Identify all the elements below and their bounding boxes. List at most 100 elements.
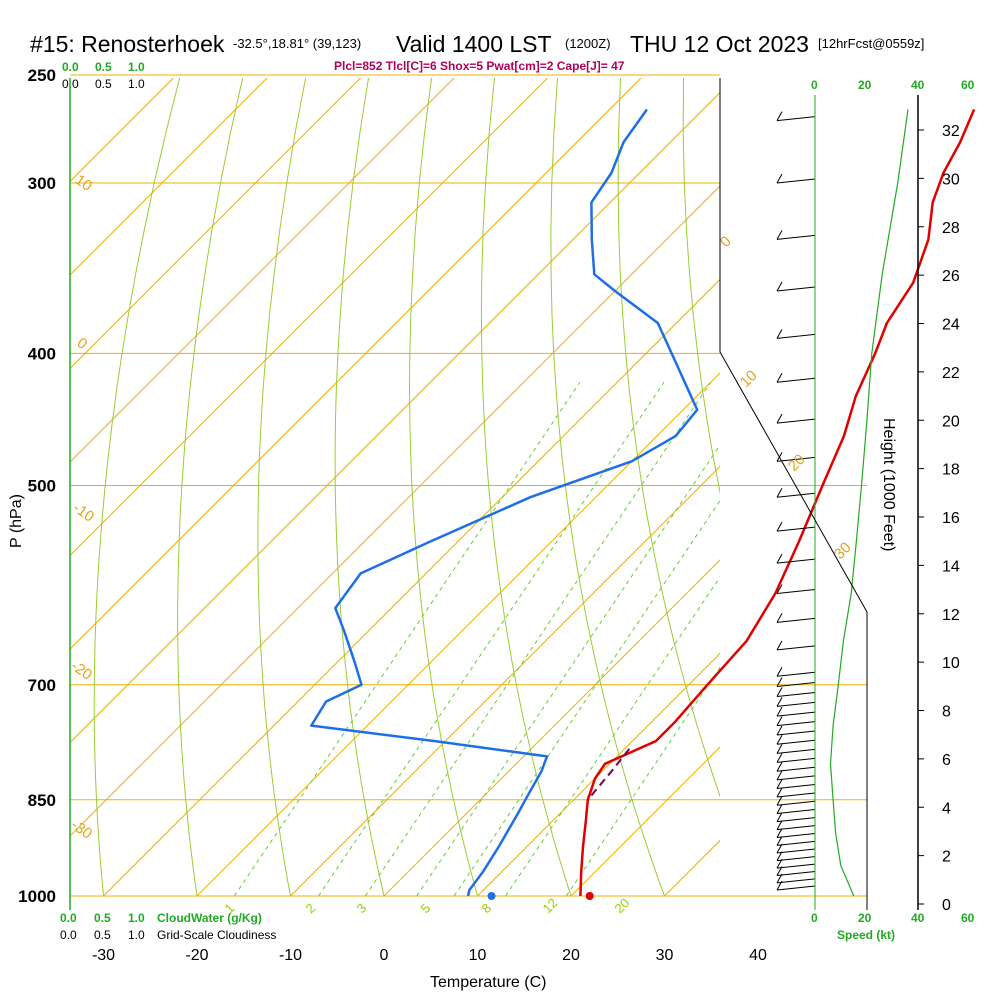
mixing-ratio-grid — [233, 381, 720, 897]
wind-barb — [776, 784, 816, 789]
pressure-tick-label: 400 — [28, 344, 56, 363]
cloudwater-scale-top-05: 0.5 — [95, 60, 112, 74]
forecast-tag: [12hrFcst@0559z] — [818, 36, 924, 51]
isotherm-label: 10 — [72, 171, 95, 194]
height-tick-label: 30 — [942, 171, 960, 188]
wind-barb-flag — [776, 329, 783, 339]
wind-barb — [776, 526, 816, 532]
isotherm-line — [70, 78, 455, 463]
height-tick-label: 12 — [942, 607, 960, 624]
dry-adiabat-line — [682, 78, 720, 495]
wind-barb — [776, 748, 816, 754]
wind-barb-flag — [776, 706, 783, 717]
valid-time: Valid 1400 LST — [396, 31, 552, 57]
wind-barb — [776, 848, 816, 854]
wind-speed-profile — [829, 109, 909, 897]
isotherm-line — [290, 465, 720, 897]
cloudiness-scale-bot-0: 0.0 — [60, 928, 77, 942]
pressure-tick-label: 1000 — [18, 887, 56, 906]
isotherm-label: -10 — [70, 499, 98, 525]
wind-barb — [776, 588, 816, 594]
chart-labels: -30 -20 -10 0 10 20 30 400246810121416182022242… — [68, 123, 960, 964]
wind-barb — [776, 757, 816, 763]
sounding-series — [310, 108, 976, 900]
wind-barb-flag — [776, 521, 783, 532]
temperature-tick-label: -20 — [185, 947, 208, 964]
pressure-tick-label: 700 — [28, 676, 56, 695]
wind-barb — [776, 558, 816, 564]
valid-date: THU 12 Oct 2023 — [630, 31, 809, 57]
isotherm-grid — [70, 78, 720, 897]
wind-barb-flag — [776, 640, 783, 651]
wind-barb-flag — [776, 828, 783, 838]
mixing-ratio-line — [233, 381, 581, 897]
isotherm-label: -30 — [68, 816, 96, 842]
series-parcel-line — [587, 748, 631, 801]
wind-barb-flag — [776, 779, 783, 789]
isotherm-line — [70, 78, 642, 650]
dry-adiabat-line — [334, 78, 385, 897]
mixing-ratio-label: 5 — [418, 900, 434, 916]
wind-barb — [776, 116, 816, 122]
pressure-tick-label: 850 — [28, 791, 56, 810]
mixing-ratio-label: 8 — [479, 900, 495, 916]
wind-barb — [776, 681, 816, 687]
wind-barb — [776, 817, 816, 823]
wind-barb — [776, 418, 816, 424]
sounding-indices: Plcl=852 Tlcl[C]=6 Shox=5 Pwat[cm]=2 Cap… — [334, 59, 625, 73]
y-axis-title: P (hPa) — [8, 494, 25, 548]
isotherm-label: 30 — [831, 539, 855, 563]
height-tick-label: 22 — [942, 365, 960, 382]
dry-adiabat-line — [177, 78, 244, 897]
wind-barb — [776, 833, 816, 839]
speed-scale-bot-60: 60 — [961, 911, 975, 925]
wind-barb-flag — [776, 667, 783, 677]
pressure-tick-label: 300 — [28, 174, 56, 193]
wind-barb-flag — [776, 716, 783, 726]
plot-right-boundary — [719, 78, 868, 910]
cloudiness-legend: Grid-Scale Cloudiness — [157, 928, 276, 942]
temperature-tick-label: 20 — [562, 947, 580, 964]
adiabat-grid — [93, 78, 720, 897]
cloudiness-scale-top-05: 0.5 — [95, 77, 112, 91]
wind-speed-line — [829, 109, 909, 897]
cloudwater-scale-bot-1: 1.0 — [128, 911, 145, 925]
wind-barb — [776, 871, 816, 877]
wind-barb — [776, 878, 816, 884]
series-temperature-line — [579, 109, 976, 897]
height-tick-label: 24 — [942, 317, 960, 334]
wind-barb-flag — [776, 687, 783, 697]
isotherm-line — [70, 78, 549, 557]
wind-barb — [776, 377, 816, 383]
speed-scale-top-60: 60 — [961, 78, 975, 92]
height-tick-label: 10 — [942, 655, 960, 672]
mixing-ratio-line — [318, 381, 665, 897]
dry-adiabat-line — [480, 78, 572, 897]
wind-barb — [776, 617, 816, 623]
cloudiness-scale-bot-1: 1.0 — [128, 928, 145, 942]
wind-barb — [776, 234, 816, 240]
temperature-tick-label: 0 — [380, 947, 389, 964]
wind-barb — [776, 701, 816, 707]
wind-barb-flag — [776, 230, 783, 240]
wind-barb — [776, 645, 816, 651]
cloudwater-scale-bot-0: 0.0 — [60, 911, 77, 925]
isotherm-label: 20 — [785, 451, 809, 475]
isotherm-line — [70, 78, 362, 370]
mixing-ratio-line — [364, 381, 712, 897]
wind-barb-flag — [776, 836, 783, 846]
height-tick-label: 2 — [942, 849, 951, 866]
mixing-ratio-label: 2 — [303, 900, 319, 916]
isotherm-label: -20 — [68, 657, 96, 683]
temperature-tick-label: 40 — [749, 947, 767, 964]
wind-barb — [776, 792, 816, 798]
dry-adiabat-line — [257, 78, 307, 897]
wind-barb-flag — [776, 812, 783, 822]
wind-barb — [776, 885, 816, 891]
cloudwater-scale-top-0: 0.0 — [62, 60, 79, 74]
dry-adiabat-line — [408, 78, 478, 897]
surface-dewpoint-marker — [487, 892, 496, 900]
wind-barb-flag — [776, 744, 783, 754]
wind-barb — [776, 825, 816, 831]
